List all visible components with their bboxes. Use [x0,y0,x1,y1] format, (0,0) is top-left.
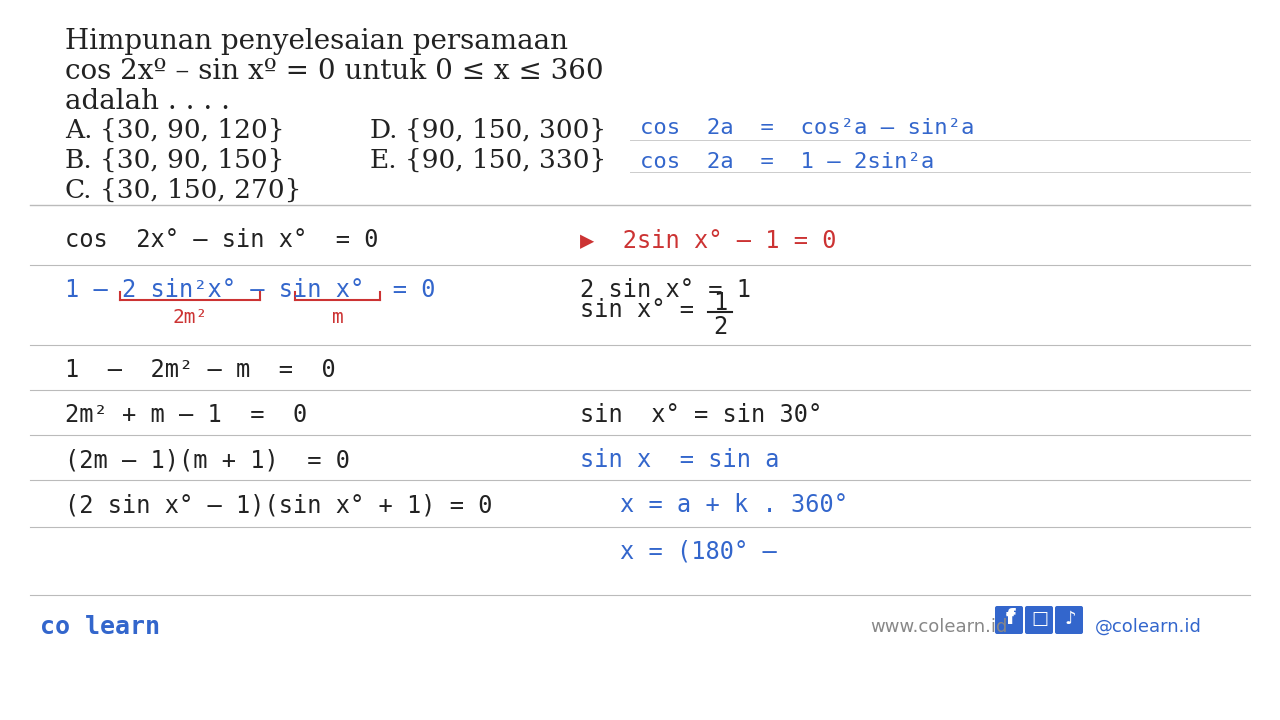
Text: (2 sin x° – 1)(sin x° + 1) = 0: (2 sin x° – 1)(sin x° + 1) = 0 [65,493,493,517]
Text: A.: A. [65,118,92,143]
Text: x = a + k . 360°: x = a + k . 360° [620,493,849,517]
Text: co learn: co learn [40,615,160,639]
Text: f: f [1006,610,1014,628]
FancyBboxPatch shape [1025,606,1053,634]
Text: ▶  2sin x° – 1 = 0: ▶ 2sin x° – 1 = 0 [580,228,837,252]
Text: Himpunan penyelesaian persamaan: Himpunan penyelesaian persamaan [65,28,568,55]
FancyBboxPatch shape [995,606,1023,634]
Text: B.: B. [65,148,92,173]
Text: 2: 2 [713,315,727,339]
Text: cos  2x° – sin x°  = 0: cos 2x° – sin x° = 0 [65,228,379,252]
Text: 1 – 2 sin²x° – sin x°  = 0: 1 – 2 sin²x° – sin x° = 0 [65,278,435,302]
Text: 1: 1 [713,291,727,315]
Text: {30, 150, 270}: {30, 150, 270} [100,178,301,203]
Text: x = (180° –: x = (180° – [620,540,777,564]
Text: m: m [332,308,343,327]
Text: cos  2a  =  cos²a – sin²a: cos 2a = cos²a – sin²a [640,118,974,138]
Text: cos  2a  =  1 – 2sin²a: cos 2a = 1 – 2sin²a [640,152,934,172]
Text: 1  –  2m² – m  =  0: 1 – 2m² – m = 0 [65,358,335,382]
Text: 2m²: 2m² [173,308,207,327]
Text: f: f [1005,608,1015,628]
Text: 2 sin x° = 1: 2 sin x° = 1 [580,278,751,302]
Text: □: □ [1032,610,1048,628]
Text: www.colearn.id: www.colearn.id [870,618,1007,636]
Text: (2m – 1)(m + 1)  = 0: (2m – 1)(m + 1) = 0 [65,448,349,472]
Text: {90, 150, 330}: {90, 150, 330} [404,148,607,173]
Text: D.: D. [370,118,398,143]
Text: @colearn.id: @colearn.id [1094,618,1202,636]
Text: 2m² + m – 1  =  0: 2m² + m – 1 = 0 [65,403,307,427]
Text: sin x  = sin a: sin x = sin a [580,448,780,472]
Text: sin  x° = sin 30°: sin x° = sin 30° [580,403,822,427]
Text: sin x° =: sin x° = [580,298,708,322]
FancyBboxPatch shape [1055,606,1083,634]
Text: {30, 90, 150}: {30, 90, 150} [100,148,284,173]
Text: {30, 90, 120}: {30, 90, 120} [100,118,284,143]
Text: adalah . . . .: adalah . . . . [65,88,230,115]
Text: E.: E. [370,148,398,173]
Text: cos 2xº – sin xº = 0 untuk 0 ≤ x ≤ 360: cos 2xº – sin xº = 0 untuk 0 ≤ x ≤ 360 [65,58,604,85]
Text: C.: C. [65,178,92,203]
Text: {90, 150, 300}: {90, 150, 300} [404,118,607,143]
Text: ♪: ♪ [1064,610,1075,628]
